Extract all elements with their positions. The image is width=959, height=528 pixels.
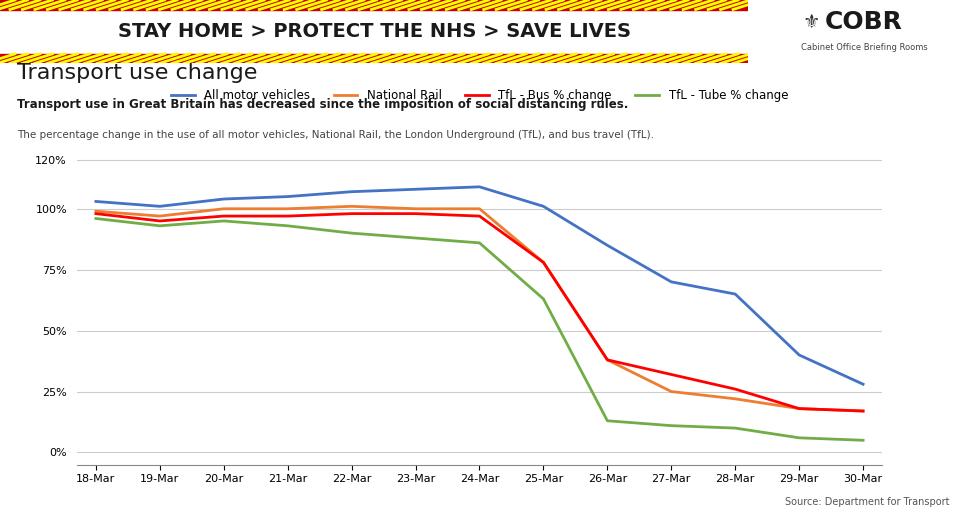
TfL - Tube % change	[730, 425, 741, 431]
Text: Transport use change: Transport use change	[16, 62, 257, 82]
TfL - Tube % change	[90, 215, 102, 222]
All motor vehicles	[666, 279, 677, 285]
National Rail	[857, 408, 869, 414]
TfL - Bus % change	[474, 213, 485, 219]
TfL - Tube % change	[857, 437, 869, 444]
Bar	[0, 54, 748, 63]
TfL - Tube % change	[666, 422, 677, 429]
All motor vehicles	[90, 199, 102, 205]
TfL - Tube % change	[474, 240, 485, 246]
National Rail	[538, 259, 550, 266]
TfL - Bus % change	[154, 218, 166, 224]
Line: All motor vehicles: All motor vehicles	[96, 187, 863, 384]
National Rail	[409, 205, 421, 212]
TfL - Bus % change	[538, 259, 550, 266]
TfL - Tube % change	[538, 296, 550, 302]
Legend: All motor vehicles, National Rail, TfL - Bus % change, TfL - Tube % change: All motor vehicles, National Rail, TfL -…	[166, 84, 793, 107]
National Rail	[474, 205, 485, 212]
TfL - Bus % change	[793, 406, 805, 412]
Text: Cabinet Office Briefing Rooms: Cabinet Office Briefing Rooms	[801, 43, 927, 52]
All motor vehicles	[346, 188, 358, 195]
TfL - Tube % change	[601, 418, 613, 424]
All motor vehicles	[218, 196, 229, 202]
Line: TfL - Bus % change: TfL - Bus % change	[96, 214, 863, 411]
TfL - Tube % change	[218, 218, 229, 224]
TfL - Bus % change	[282, 213, 293, 219]
TfL - Tube % change	[154, 223, 166, 229]
Text: ⚜: ⚜	[803, 13, 820, 32]
National Rail	[154, 213, 166, 219]
National Rail	[90, 208, 102, 214]
TfL - Bus % change	[346, 211, 358, 217]
National Rail	[601, 357, 613, 363]
TfL - Tube % change	[346, 230, 358, 237]
Line: National Rail: National Rail	[96, 206, 863, 411]
Bar	[0, 0, 748, 10]
All motor vehicles	[474, 184, 485, 190]
TfL - Bus % change	[857, 408, 869, 414]
Text: STAY HOME > PROTECT THE NHS > SAVE LIVES: STAY HOME > PROTECT THE NHS > SAVE LIVES	[118, 22, 630, 41]
National Rail	[730, 395, 741, 402]
TfL - Bus % change	[601, 357, 613, 363]
All motor vehicles	[601, 242, 613, 249]
National Rail	[793, 406, 805, 412]
All motor vehicles	[538, 203, 550, 210]
All motor vehicles	[282, 193, 293, 200]
All motor vehicles	[409, 186, 421, 192]
All motor vehicles	[857, 381, 869, 388]
Text: Transport use in Great Britain has decreased since the imposition of social dist: Transport use in Great Britain has decre…	[16, 98, 628, 111]
TfL - Bus % change	[730, 386, 741, 392]
TfL - Tube % change	[409, 235, 421, 241]
All motor vehicles	[730, 291, 741, 297]
TfL - Bus % change	[218, 213, 229, 219]
Line: TfL - Tube % change: TfL - Tube % change	[96, 219, 863, 440]
National Rail	[666, 389, 677, 395]
National Rail	[346, 203, 358, 210]
National Rail	[218, 205, 229, 212]
All motor vehicles	[154, 203, 166, 210]
Text: COBR: COBR	[825, 10, 903, 34]
TfL - Bus % change	[666, 371, 677, 378]
Text: Source: Department for Transport: Source: Department for Transport	[784, 497, 949, 506]
TfL - Bus % change	[90, 211, 102, 217]
TfL - Bus % change	[409, 211, 421, 217]
National Rail	[282, 205, 293, 212]
TfL - Tube % change	[282, 223, 293, 229]
TfL - Tube % change	[793, 435, 805, 441]
Text: The percentage change in the use of all motor vehicles, National Rail, the Londo: The percentage change in the use of all …	[16, 130, 654, 140]
All motor vehicles	[793, 352, 805, 358]
